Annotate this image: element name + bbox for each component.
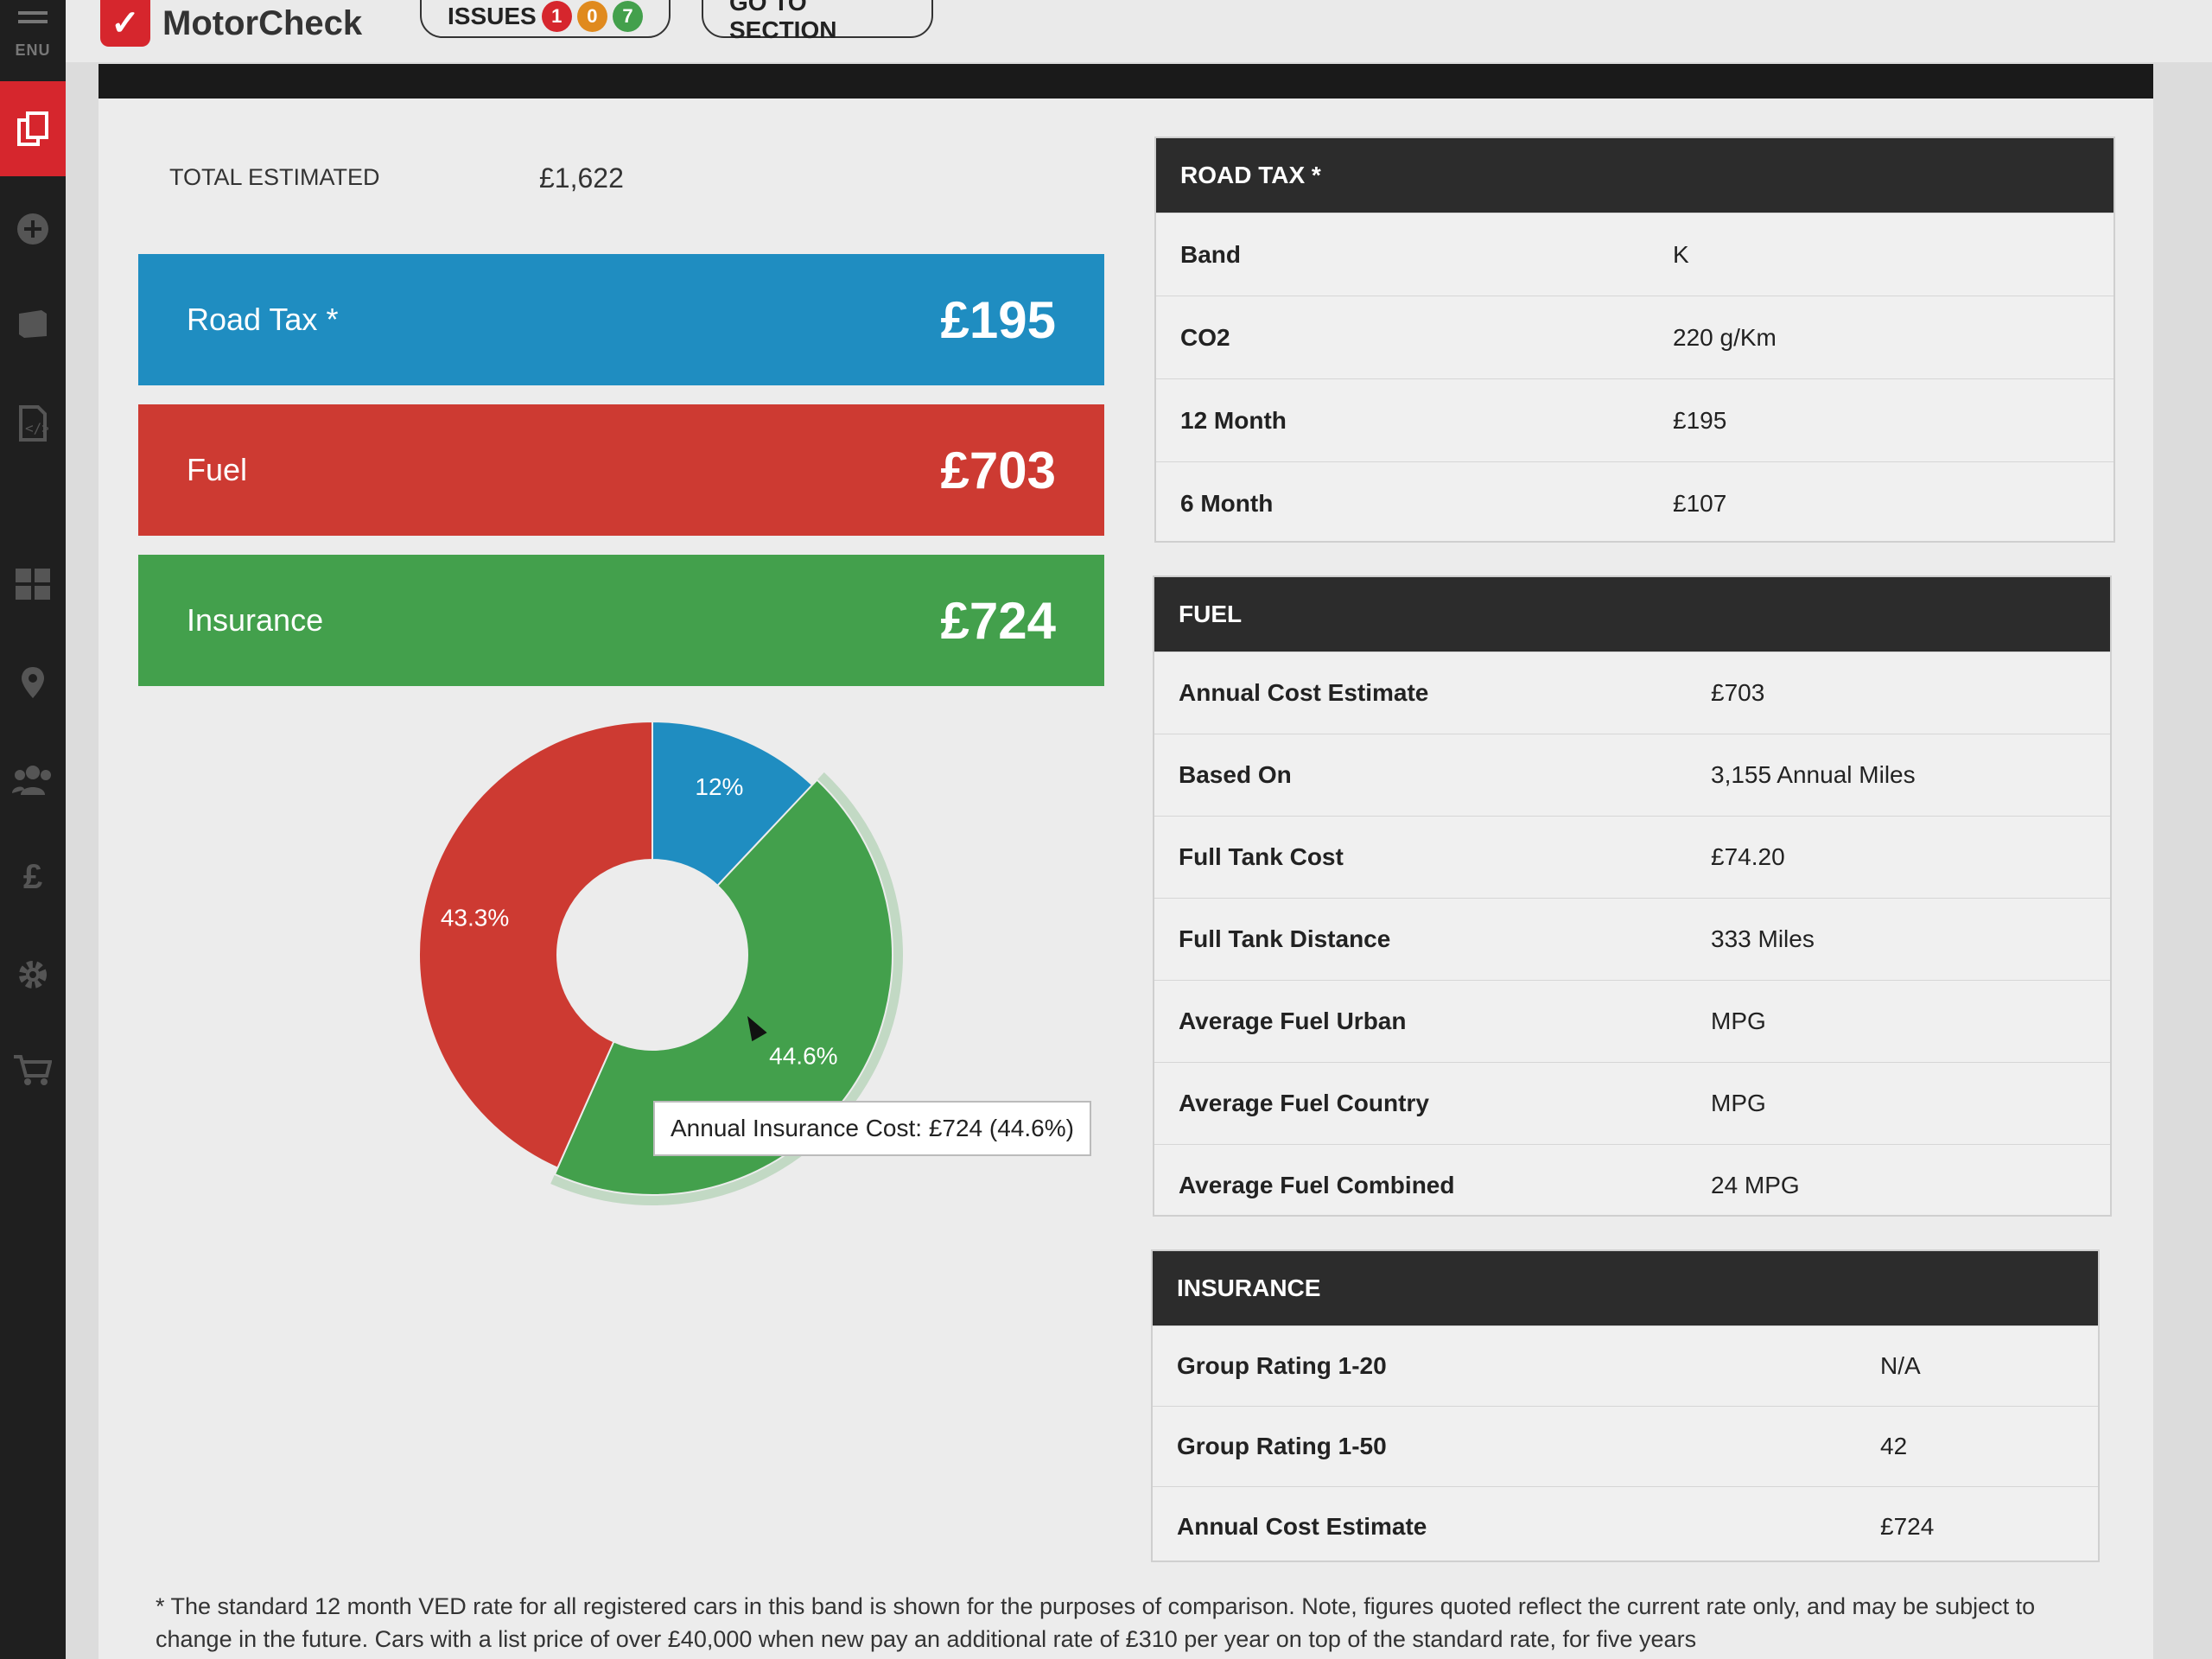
fuel-panel-title: FUEL [1154,577,2110,652]
menu-label: ENU [15,41,51,59]
row-label: Average Fuel Combined [1179,1172,1455,1198]
table-row: Annual Cost Estimate £703 [1154,652,2110,734]
issues-label: ISSUES [448,3,537,29]
issues-button[interactable]: ISSUES 1 0 7 [420,0,671,38]
section-divider [99,64,2153,99]
brand-name: MotorCheck [162,3,363,42]
road-tax-footnote: * The standard 12 month VED rate for all… [156,1593,2036,1652]
insurance-bar: Insurance £724 [138,555,1104,686]
row-value: £107 [1673,489,1727,517]
fuel-bar-label: Fuel [187,452,248,487]
table-row: Full Tank Cost £74.20 [1154,816,2110,898]
donut-slice-insurance[interactable] [553,779,893,1196]
table-row: Band K [1156,213,2113,296]
table-row: Based On 3,155 Annual Miles [1154,734,2110,816]
road-tax-bar-value: £195 [940,290,1056,349]
cart-icon[interactable] [0,1035,66,1104]
book-icon[interactable] [0,289,66,359]
issues-amber-badge: 0 [576,1,607,32]
donut-data-label: 12% [695,773,743,800]
go-to-section-label: GO TO SECTION [729,0,837,43]
donut-data-label: 44.6% [769,1042,837,1069]
row-value: £74.20 [1711,843,1785,870]
svg-text:</>: </> [25,420,48,436]
table-row: Average Fuel Combined 24 MPG [1154,1144,2110,1226]
table-row: 12 Month £195 [1156,378,2113,461]
road-tax-panel-title: ROAD TAX * [1156,138,2113,213]
issues-red-badge: 1 [541,1,572,32]
row-label: Full Tank Cost [1179,843,1344,870]
table-row: Group Rating 1-20 N/A [1153,1325,2098,1406]
brand-logo[interactable]: ✓ MotorCheck [100,0,362,47]
go-to-section-button[interactable]: GO TO SECTION [702,0,933,43]
row-value: 42 [1880,1433,1908,1459]
row-value: 220 g/Km [1673,323,1777,351]
row-value: MPG [1711,1090,1766,1116]
insurance-panel-title: INSURANCE [1153,1251,2098,1325]
row-label: Group Rating 1-50 [1177,1433,1387,1459]
row-label: Annual Cost Estimate [1177,1513,1427,1540]
road-tax-panel: ROAD TAX * Band K CO2 220 g/Km 12 Month £19… [1154,137,2115,543]
users-icon[interactable] [0,745,66,814]
donut-data-label: 43.3% [441,904,509,931]
row-label: Full Tank Distance [1179,925,1391,952]
row-value: 24 MPG [1711,1172,1800,1198]
row-label: CO2 [1180,323,1230,351]
cost-donut-chart[interactable]: 12% 44.6% 43.3% [406,709,907,1210]
row-value: MPG [1711,1007,1766,1034]
insurance-bar-label: Insurance [187,602,324,638]
row-label: 12 Month [1180,406,1287,434]
row-label: Average Fuel Country [1179,1090,1429,1116]
row-value: £195 [1673,406,1727,434]
row-label: Annual Cost Estimate [1179,679,1429,706]
sidebar: ENU </> £ [0,0,66,1659]
row-value: £703 [1711,679,1765,706]
code-file-icon[interactable]: </> [0,389,66,458]
row-label: 6 Month [1180,489,1274,517]
row-label: Average Fuel Urban [1179,1007,1407,1034]
table-row: Average Fuel Urban MPG [1154,980,2110,1062]
issues-green-badge: 7 [612,1,643,32]
total-estimated-label: TOTAL ESTIMATED [169,164,380,190]
fuel-panel: FUEL Annual Cost Estimate £703 Based On 3,… [1153,575,2112,1217]
road-tax-bar-label: Road Tax * [187,302,339,337]
row-value: N/A [1880,1352,1921,1379]
total-estimated-value: £1,622 [539,162,624,194]
table-row: 6 Month £107 [1156,461,2113,544]
top-bar [66,0,2212,62]
dashboard-icon[interactable] [0,550,66,619]
insurance-bar-value: £724 [940,591,1056,650]
row-value: 3,155 Annual Miles [1711,761,1916,788]
row-value: 333 Miles [1711,925,1815,952]
row-label: Band [1180,240,1241,268]
row-value: £724 [1880,1513,1935,1540]
road-tax-bar: Road Tax * £195 [138,254,1104,385]
documents-icon[interactable] [0,81,66,176]
pound-icon[interactable]: £ [22,857,43,896]
table-row: Full Tank Distance 333 Miles [1154,898,2110,980]
location-pin-icon[interactable] [0,648,66,717]
row-value: K [1673,240,1689,268]
plus-circle-icon[interactable] [0,194,66,264]
table-row: Group Rating 1-50 42 [1153,1406,2098,1486]
donut-slice-fuel[interactable] [418,720,653,1170]
row-label: Group Rating 1-20 [1177,1352,1387,1379]
donut-slice-road-tax[interactable] [652,720,814,887]
insurance-panel: INSURANCE Group Rating 1-20 N/A Group Rat… [1151,1249,2100,1562]
table-row: Annual Cost Estimate £724 [1153,1486,2098,1567]
checkmark-logo-icon: ✓ [100,0,150,47]
table-row: CO2 220 g/Km [1156,296,2113,378]
menu-icon[interactable] [0,0,66,41]
table-row: Average Fuel Country MPG [1154,1062,2110,1144]
fuel-bar: Fuel £703 [138,404,1104,536]
gear-icon[interactable] [0,940,66,1009]
chart-tooltip: Annual Insurance Cost: £724 (44.6%) [653,1101,1091,1156]
fuel-bar-value: £703 [940,441,1056,499]
row-label: Based On [1179,761,1292,788]
